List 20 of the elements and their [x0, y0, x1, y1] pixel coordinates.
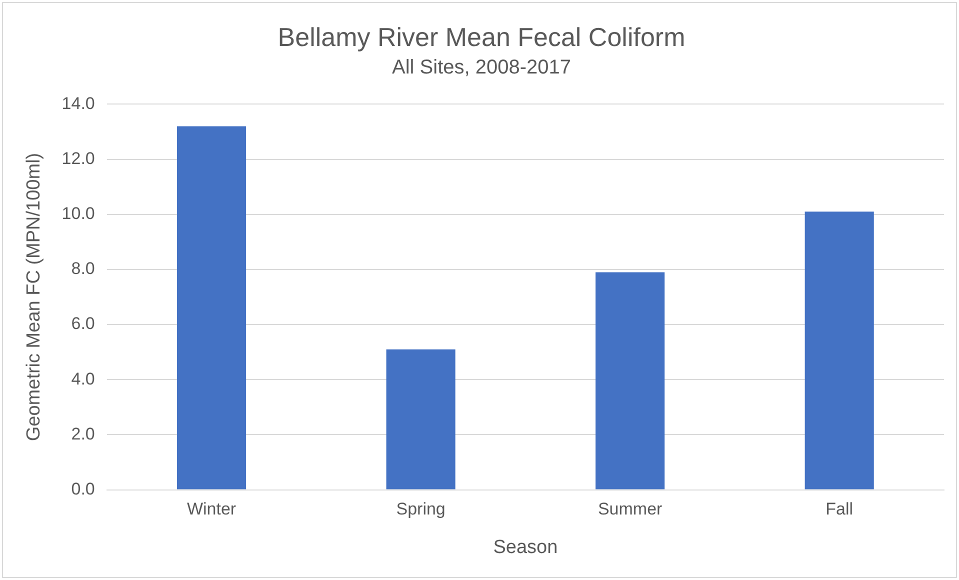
bar	[804, 212, 874, 490]
x-tick-label: Spring	[396, 500, 446, 519]
bar	[596, 272, 665, 490]
y-tick-label: 4.0	[71, 369, 95, 388]
chart-subtitle: All Sites, 2008-2017	[392, 56, 572, 79]
x-tick-label: Fall	[826, 500, 854, 519]
y-tick-label: 0.0	[71, 479, 95, 498]
x-tick-label: Winter	[186, 500, 236, 519]
bar	[386, 349, 456, 490]
y-tick-label: 2.0	[71, 424, 95, 444]
y-tick-label: 14.0	[62, 94, 95, 113]
x-tick-label: Summer	[598, 500, 663, 519]
y-tick-label: 6.0	[71, 314, 95, 334]
y-axis-title: Geometric Mean FC (MPN/100ml)	[24, 152, 45, 442]
y-tick-label: 12.0	[62, 148, 95, 168]
chart-title: Bellamy River Mean Fecal Coliform	[278, 22, 686, 52]
bar	[176, 126, 246, 490]
x-axis-title: Season	[493, 536, 558, 558]
y-tick-label: 10.0	[62, 204, 95, 224]
y-tick-label: 8.0	[71, 259, 95, 278]
